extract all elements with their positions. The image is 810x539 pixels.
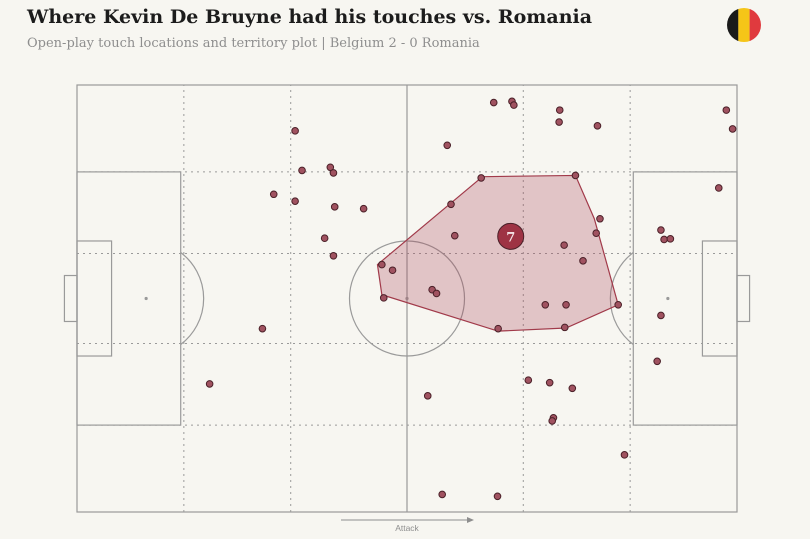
touch-point xyxy=(722,106,731,114)
touch-point xyxy=(359,204,368,213)
left-penalty-area xyxy=(76,171,182,426)
touch-point xyxy=(571,171,580,180)
touch-point xyxy=(579,257,587,265)
touch-point xyxy=(593,122,602,130)
touch-point xyxy=(541,300,550,309)
touch-point xyxy=(568,384,577,393)
touch-point xyxy=(298,166,306,175)
player-marker-circle xyxy=(497,222,525,250)
touch-point xyxy=(329,252,338,260)
touch-point xyxy=(477,174,485,182)
attack-label: Attack xyxy=(395,523,419,533)
touch-point xyxy=(329,169,338,177)
attack-direction: Attack xyxy=(341,517,474,533)
touch-point xyxy=(666,235,675,243)
touch-point xyxy=(494,324,502,333)
touch-point xyxy=(614,300,623,309)
touch-point xyxy=(524,376,533,384)
touch-point xyxy=(205,380,214,388)
touch-point xyxy=(378,260,386,269)
touch-point xyxy=(326,163,335,172)
touch-point xyxy=(510,101,518,109)
touch-point xyxy=(560,241,568,249)
touch-point xyxy=(432,289,441,298)
centre-circle xyxy=(348,240,466,357)
touch-point xyxy=(620,451,629,459)
touch-point xyxy=(653,357,661,366)
right-penalty-area xyxy=(632,171,738,426)
chart-title: Where Kevin De Bruyne had his touches vs… xyxy=(27,6,593,28)
belgium-flag-icon xyxy=(727,8,761,42)
left-penalty-spot xyxy=(144,296,148,301)
right-penalty-arc xyxy=(609,252,634,345)
touch-point xyxy=(548,417,557,425)
touch-point xyxy=(596,214,604,223)
right-penalty-spot xyxy=(666,296,670,301)
player-marker-label: 7 xyxy=(506,230,515,245)
centre-spot xyxy=(405,296,409,301)
touch-point xyxy=(291,197,299,205)
touch-point xyxy=(291,127,299,135)
touch-point xyxy=(657,226,665,234)
touch-point xyxy=(438,490,447,499)
touch-point xyxy=(728,125,737,133)
touch-point xyxy=(657,311,665,320)
touch-point xyxy=(560,323,569,332)
touch-point xyxy=(555,106,564,114)
touch-point xyxy=(269,190,278,199)
touch-point xyxy=(379,294,388,302)
touch-point xyxy=(443,141,452,150)
touch-point xyxy=(447,200,455,209)
touch-point xyxy=(660,235,668,244)
zone-grid xyxy=(77,85,737,512)
territory-hull xyxy=(376,174,619,332)
touch-point xyxy=(450,231,459,240)
right-goal xyxy=(736,274,751,323)
touch-point xyxy=(320,234,329,243)
left-penalty-arc xyxy=(180,252,205,345)
player-marker: 7 xyxy=(497,222,525,250)
touch-point xyxy=(562,300,570,309)
pitch-lines xyxy=(63,84,751,513)
touch-points xyxy=(205,97,737,501)
left-goal-area xyxy=(76,240,113,357)
touch-point xyxy=(330,203,339,211)
left-goal xyxy=(63,274,78,323)
touch-point xyxy=(714,184,723,192)
touch-point xyxy=(592,229,601,237)
chart-subtitle: Open-play touch locations and territory … xyxy=(27,36,480,51)
touch-point xyxy=(489,98,498,107)
touch-point xyxy=(258,324,267,333)
touch-point xyxy=(555,118,563,126)
touch-point xyxy=(423,392,432,400)
touch-point xyxy=(545,378,554,387)
touch-point xyxy=(388,266,397,275)
right-goal-area xyxy=(701,240,738,357)
touch-point xyxy=(493,492,502,501)
